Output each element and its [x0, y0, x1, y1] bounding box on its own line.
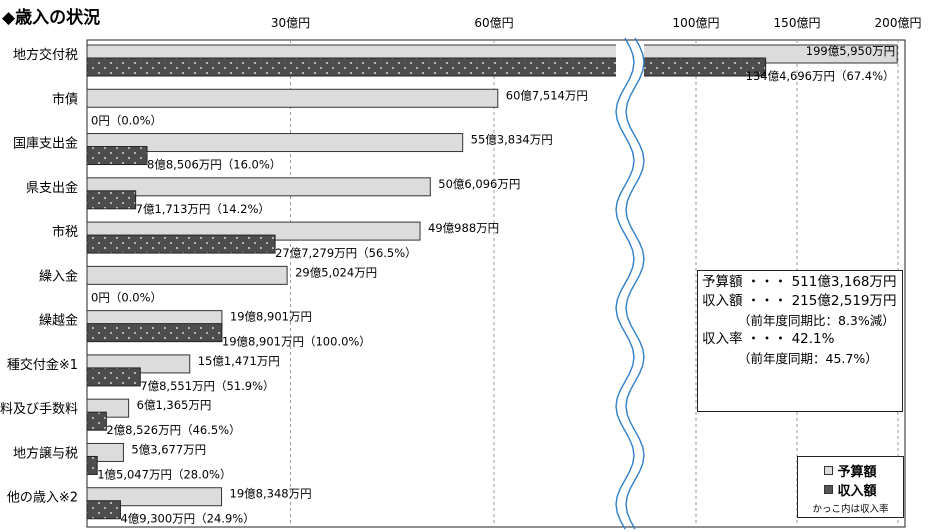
category-label: 市債	[52, 91, 78, 107]
revenue-value-label: 0円（0.0%）	[91, 290, 162, 304]
revenue-value-label: 19億8,901万円（100.0%）	[222, 335, 371, 349]
category-label: 繰入金	[39, 268, 78, 284]
budget-value-label: 199億5,950万円	[806, 44, 895, 58]
summary-revenue: 収入額 ・・・ 215億2,519万円	[702, 293, 897, 309]
legend-budget: 予算額	[798, 461, 903, 480]
category-label: 地方交付税	[13, 47, 78, 63]
x-tick-label: 200億円	[875, 16, 922, 30]
category-label: 繰越金	[39, 313, 78, 329]
revenue-bar	[86, 367, 141, 387]
category-label: 他の歳入※2	[7, 491, 78, 506]
budget-value-label: 5億3,677万円	[131, 442, 206, 456]
revenue-value-label: 27億7,279万円（56.5%）	[275, 246, 417, 260]
summary-prev-rate: （前年度同期：45.7%）	[738, 351, 878, 366]
revenue-value-label: 7億8,551万円（51.9%）	[140, 379, 274, 393]
revenue-bar	[86, 455, 98, 475]
summary-box: 予算額 ・・・ 511億3,168万円 収入額 ・・・ 215億2,519万円 …	[697, 270, 903, 412]
x-tick-label: 30億円	[271, 16, 310, 30]
budget-value-label: 6億1,365万円	[137, 398, 212, 412]
budget-value-label: 60億7,514万円	[506, 88, 588, 102]
summary-budget: 予算額 ・・・ 511億3,168万円	[702, 274, 897, 290]
legend-budget-swatch	[824, 466, 834, 475]
revenue-value-label: 0円（0.0%）	[91, 113, 162, 127]
revenue-value-label: 2億8,526万円（46.5%）	[106, 423, 240, 437]
budget-bar	[86, 265, 288, 285]
legend-revenue-swatch	[824, 485, 834, 494]
category-label: 国庫支出金	[13, 136, 78, 152]
category-label: 市税	[52, 224, 78, 240]
category-label: 県支出金	[26, 180, 78, 196]
budget-value-label: 19億8,348万円	[230, 487, 312, 501]
axis-break-line	[625, 37, 645, 530]
revenue-value-label: 134億4,696万円（67.4%）	[746, 69, 895, 83]
category-label: 種交付金※1	[7, 357, 78, 373]
budget-value-label: 29億5,024万円	[295, 265, 377, 279]
chart-title: ◆歳入の状況	[2, 7, 100, 28]
budget-bar	[86, 88, 499, 108]
budget-bar	[86, 133, 464, 153]
axis-break-gap	[616, 41, 644, 526]
x-tick-label: 150億円	[774, 16, 821, 30]
legend-budget-label: 予算額	[837, 465, 877, 480]
revenue-bar	[86, 234, 276, 254]
revenue-value-label: 8億8,506万円（16.0%）	[147, 158, 281, 172]
revenue-bar	[86, 146, 148, 166]
category-label: 料及び手数料	[0, 402, 78, 417]
summary-yoy: （前年度同期比：8.3%減）	[738, 313, 895, 328]
legend-revenue: 収入額	[798, 480, 903, 499]
legend-revenue-label: 収入額	[837, 484, 877, 499]
axis-break-line	[615, 37, 635, 530]
revenue-value-label: 1億5,047万円（28.0%）	[97, 467, 231, 481]
x-tick-label: 60億円	[474, 16, 513, 30]
revenue-bar	[86, 190, 137, 210]
chart-legend: 予算額 収入額 かっこ内は収入率	[797, 456, 904, 518]
revenue-value-label: 7億1,713万円（14.2%）	[136, 202, 270, 216]
summary-rate: 収入率 ・・・ 42.1%	[702, 331, 835, 347]
budget-value-label: 50億6,096万円	[438, 177, 520, 191]
legend-note: かっこ内は収入率	[812, 504, 889, 515]
budget-value-label: 19億8,901万円	[230, 310, 312, 324]
budget-value-label: 49億988万円	[428, 221, 499, 235]
revenue-value-label: 4億9,300万円（24.9%）	[120, 512, 254, 526]
x-tick-label: 100億円	[673, 16, 720, 30]
budget-value-label: 55億3,834万円	[471, 133, 553, 147]
revenue-bar	[86, 411, 107, 431]
budget-value-label: 15億1,471万円	[198, 354, 280, 368]
revenue-bar	[86, 500, 121, 520]
category-label: 地方譲与税	[13, 445, 78, 461]
revenue-bar	[86, 57, 767, 77]
revenue-bar	[86, 323, 223, 343]
budget-bar	[86, 177, 431, 197]
